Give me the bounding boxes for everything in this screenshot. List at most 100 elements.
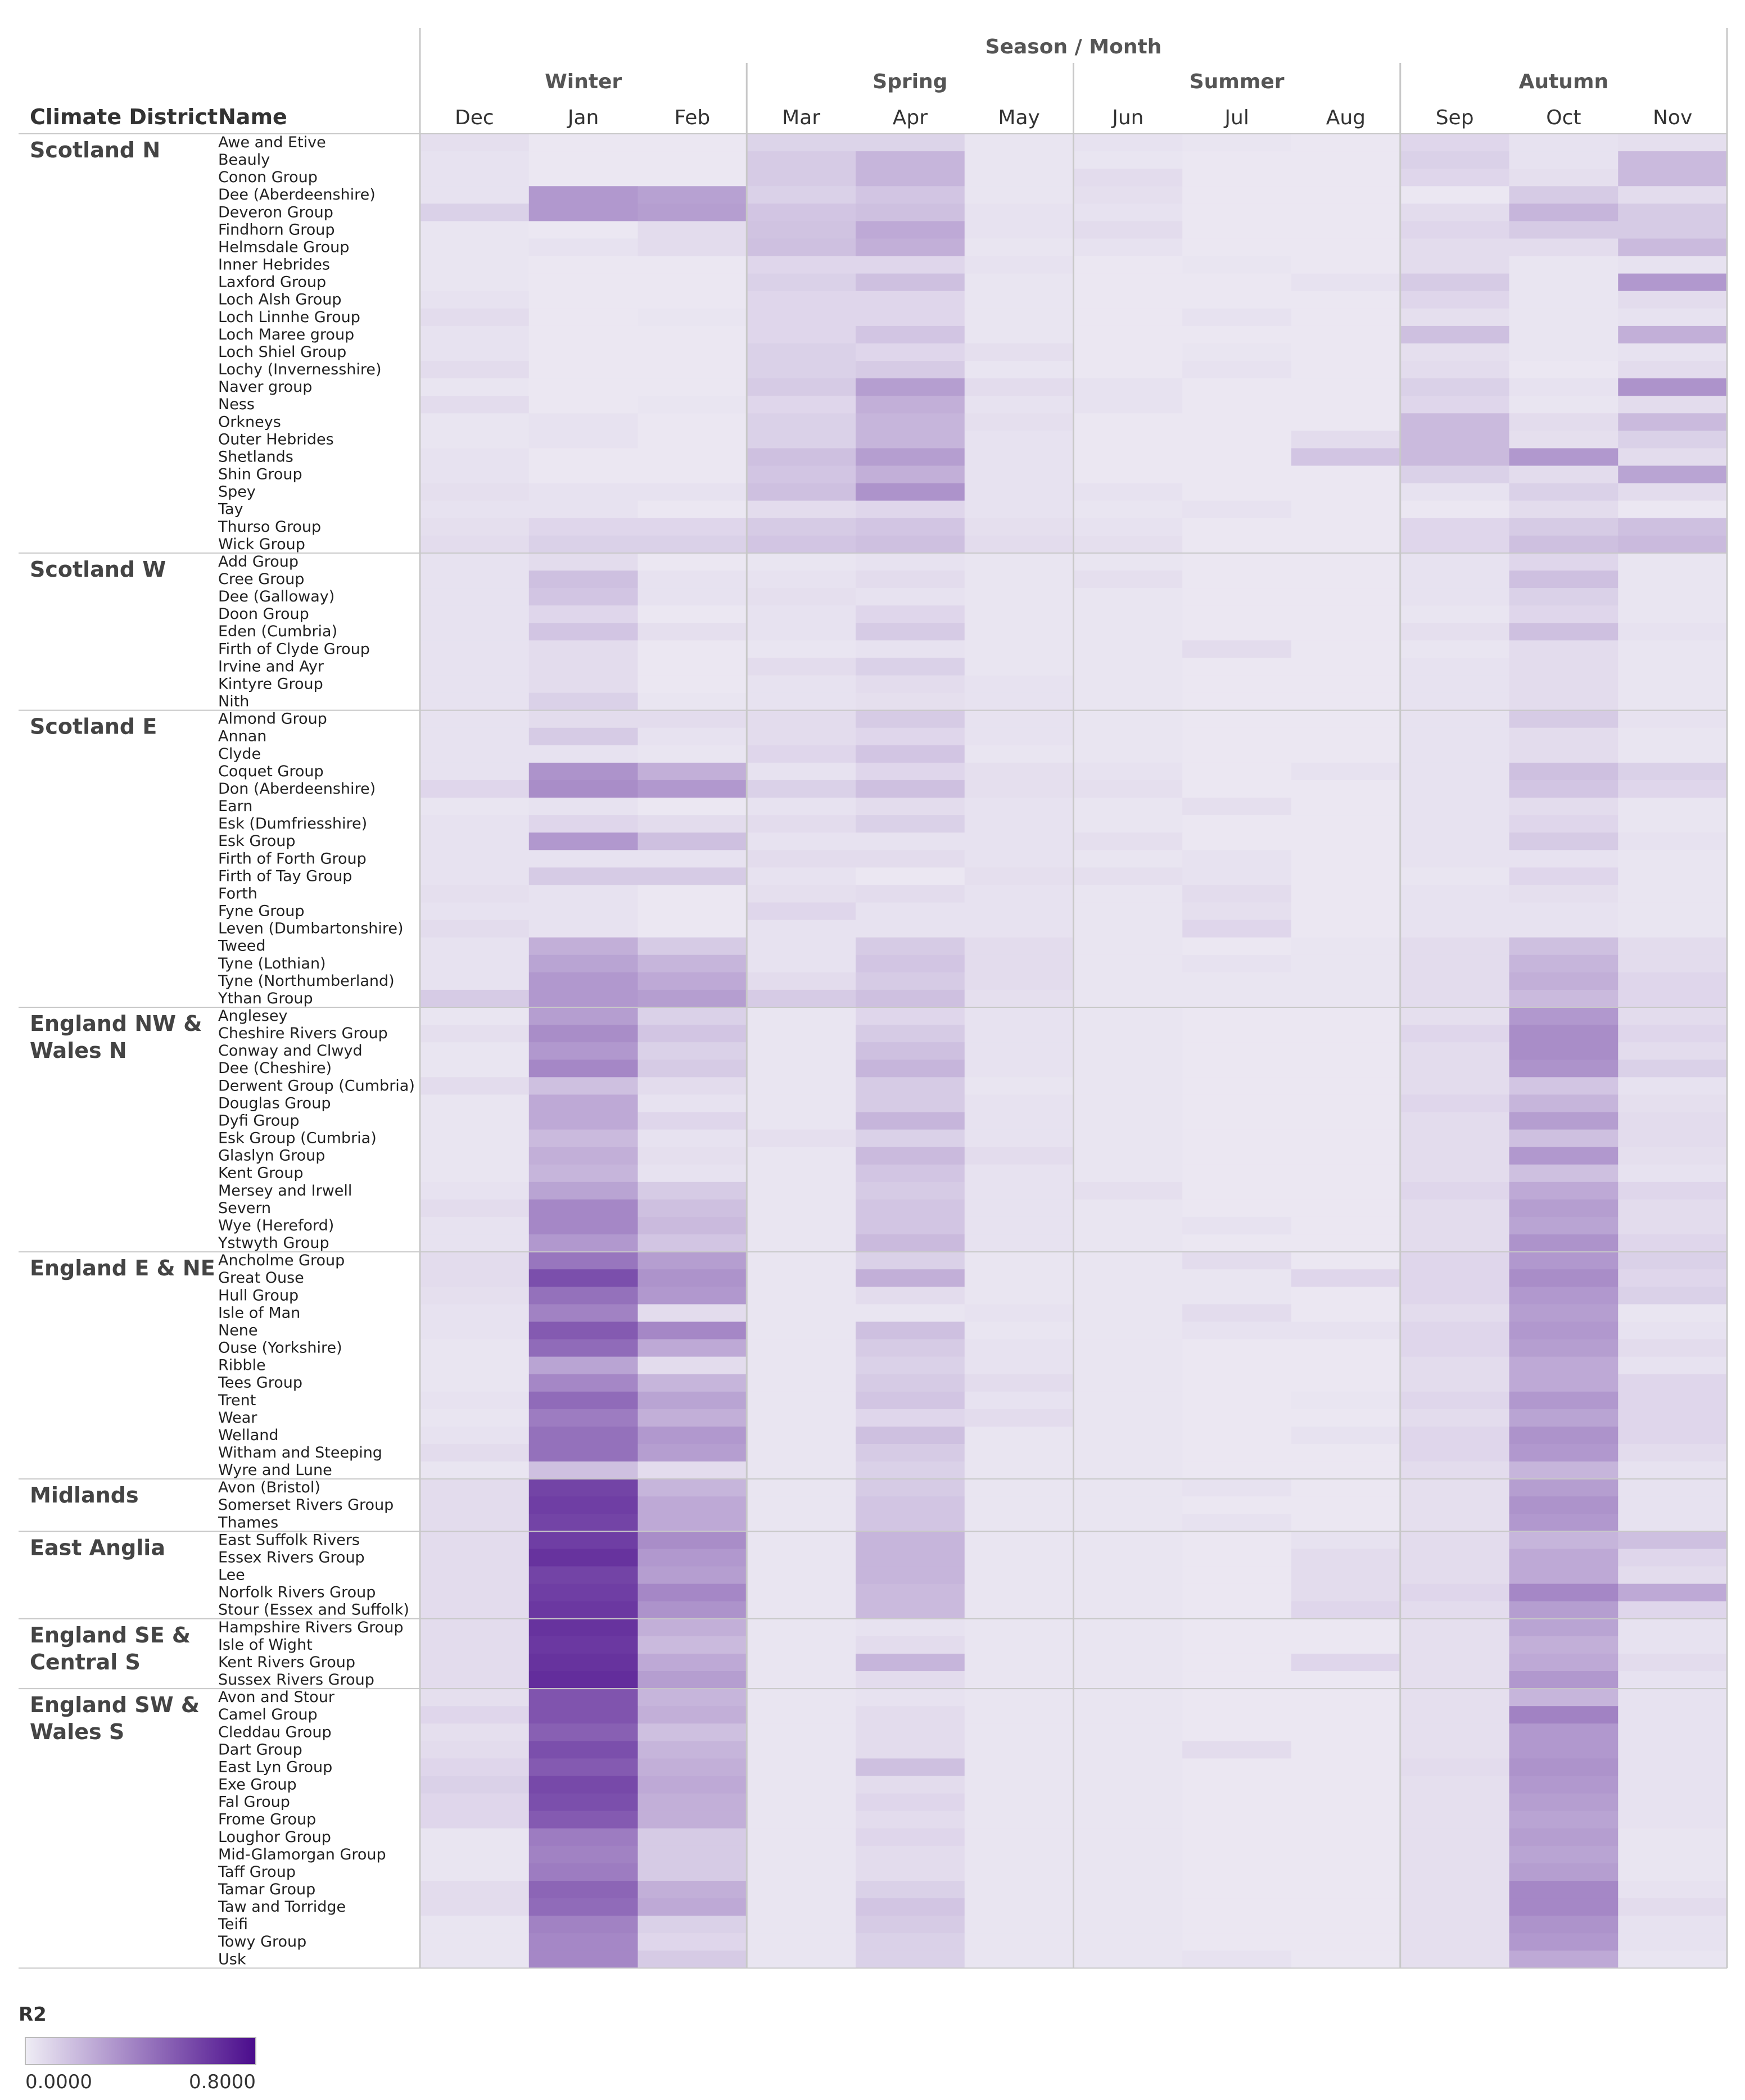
row-label-tyne-lothian: Tyne (Lothian): [218, 955, 326, 972]
cell-wyre-and-lune-feb: [638, 1461, 747, 1479]
cell-mersey-and-irwell-may: [964, 1182, 1074, 1200]
cell-derwent-group-cumbria-may: [964, 1077, 1074, 1095]
cell-east-lyn-group-apr: [856, 1758, 965, 1777]
cell-thames-sep: [1400, 1514, 1509, 1532]
cell-somerset-rivers-group-apr: [856, 1496, 965, 1514]
cell-camel-group-apr: [856, 1706, 965, 1724]
cell-inner-hebrides-mar: [747, 256, 856, 274]
cell-lochy-invernesshire-sep: [1400, 361, 1509, 379]
cell-fal-group-jun: [1073, 1793, 1183, 1812]
cell-ancholme-group-jul: [1182, 1252, 1292, 1270]
cell-beauly-jul: [1182, 151, 1292, 169]
cell-fal-group-mar: [747, 1793, 856, 1812]
cell-ribble-mar: [747, 1356, 856, 1375]
cell-trent-oct: [1509, 1391, 1619, 1410]
cell-stour-essex-and-suffolk-jun: [1073, 1601, 1183, 1619]
cell-doon-group-apr: [856, 605, 965, 623]
cell-dee-galloway-jun: [1073, 588, 1183, 606]
cell-ythan-group-feb: [638, 989, 747, 1008]
cell-cleddau-group-may: [964, 1723, 1074, 1741]
cell-kintyre-group-jul: [1182, 675, 1292, 694]
cell-ythan-group-jun: [1073, 989, 1183, 1008]
cell-mid-glamorgan-group-jul: [1182, 1845, 1292, 1864]
cell-leven-dumbartonshire-feb: [638, 920, 747, 938]
cell-hull-group-feb: [638, 1287, 747, 1305]
cell-usk-nov: [1618, 1950, 1728, 1968]
cell-tyne-lothian-may: [964, 954, 1074, 973]
cell-orkneys-nov: [1618, 413, 1728, 431]
cell-firth-of-forth-group-sep: [1400, 850, 1509, 868]
cell-norfolk-rivers-group-jan: [528, 1583, 638, 1602]
cell-nith-jul: [1182, 693, 1292, 711]
cell-loch-linnhe-group-jan: [528, 308, 638, 327]
cell-lee-mar: [747, 1566, 856, 1585]
cell-wye-hereford-sep: [1400, 1216, 1509, 1235]
cell-glaslyn-group-dec: [420, 1147, 530, 1165]
row-label-annan: Annan: [218, 728, 266, 745]
cell-annan-jun: [1073, 727, 1183, 746]
cell-stour-essex-and-suffolk-aug: [1291, 1601, 1401, 1619]
cell-frome-group-feb: [638, 1811, 747, 1829]
cell-welland-jul: [1182, 1426, 1292, 1445]
cell-douglas-group-aug: [1291, 1094, 1401, 1112]
legend: R2 0.0000 0.8000: [19, 2003, 256, 2093]
district-label-england-nw-wales-n: England NW & Wales N: [30, 1011, 202, 1063]
cell-shetlands-apr: [856, 448, 965, 467]
cell-tay-nov: [1618, 500, 1728, 519]
cell-hull-group-jun: [1073, 1287, 1183, 1305]
row-label-forth: Forth: [218, 885, 257, 902]
cell-derwent-group-cumbria-nov: [1618, 1077, 1728, 1095]
cell-doon-group-sep: [1400, 605, 1509, 623]
cell-fal-group-feb: [638, 1793, 747, 1812]
cell-deveron-group-mar: [747, 203, 856, 221]
cell-isle-of-man-may: [964, 1304, 1074, 1322]
cell-awe-and-etive-nov: [1618, 134, 1728, 152]
cell-nene-jul: [1182, 1321, 1292, 1340]
row-label-tees-group: Tees Group: [218, 1374, 302, 1392]
cell-taff-group-aug: [1291, 1863, 1401, 1881]
cell-loch-shiel-group-mar: [747, 343, 856, 361]
cell-kent-rivers-group-jun: [1073, 1653, 1183, 1672]
cell-ouse-yorkshire-mar: [747, 1339, 856, 1357]
cell-shetlands-dec: [420, 448, 530, 467]
cell-clyde-dec: [420, 745, 530, 763]
cell-shetlands-aug: [1291, 448, 1401, 467]
cell-conon-group-sep: [1400, 169, 1509, 187]
cell-dyfi-group-oct: [1509, 1112, 1619, 1130]
cell-thurso-group-may: [964, 518, 1074, 536]
cell-exe-group-sep: [1400, 1776, 1509, 1794]
cell-firth-of-tay-group-may: [964, 867, 1074, 885]
cell-dart-group-may: [964, 1741, 1074, 1759]
cell-wye-hereford-jul: [1182, 1216, 1292, 1235]
cell-east-lyn-group-feb: [638, 1758, 747, 1777]
cell-welland-nov: [1618, 1426, 1728, 1445]
cell-spey-nov: [1618, 483, 1728, 501]
cell-exe-group-aug: [1291, 1776, 1401, 1794]
cell-lochy-invernesshire-oct: [1509, 361, 1619, 379]
cell-esk-dumfriesshire-dec: [420, 815, 530, 833]
cell-anglesey-jan: [528, 1007, 638, 1025]
cell-fyne-group-nov: [1618, 902, 1728, 921]
cell-ribble-aug: [1291, 1356, 1401, 1375]
cell-wyre-and-lune-jun: [1073, 1461, 1183, 1479]
cell-witham-and-steeping-apr: [856, 1444, 965, 1462]
cell-don-aberdeenshire-jan: [528, 780, 638, 798]
cell-shin-group-sep: [1400, 465, 1509, 484]
cell-tweed-nov: [1618, 937, 1728, 956]
cell-lochy-invernesshire-may: [964, 361, 1074, 379]
cell-exe-group-jul: [1182, 1776, 1292, 1794]
cell-loch-maree-group-feb: [638, 325, 747, 344]
cell-tees-group-oct: [1509, 1374, 1619, 1392]
cell-great-ouse-sep: [1400, 1269, 1509, 1287]
cell-add-group-mar: [747, 553, 856, 571]
cell-sussex-rivers-group-mar: [747, 1671, 856, 1689]
cell-dee-cheshire-nov: [1618, 1060, 1728, 1078]
cell-esk-group-cumbria-nov: [1618, 1129, 1728, 1148]
cell-great-ouse-feb: [638, 1269, 747, 1287]
cell-great-ouse-jun: [1073, 1269, 1183, 1287]
cell-add-group-sep: [1400, 553, 1509, 571]
cell-sussex-rivers-group-nov: [1618, 1671, 1728, 1689]
cell-annan-nov: [1618, 727, 1728, 746]
cell-firth-of-forth-group-aug: [1291, 850, 1401, 868]
